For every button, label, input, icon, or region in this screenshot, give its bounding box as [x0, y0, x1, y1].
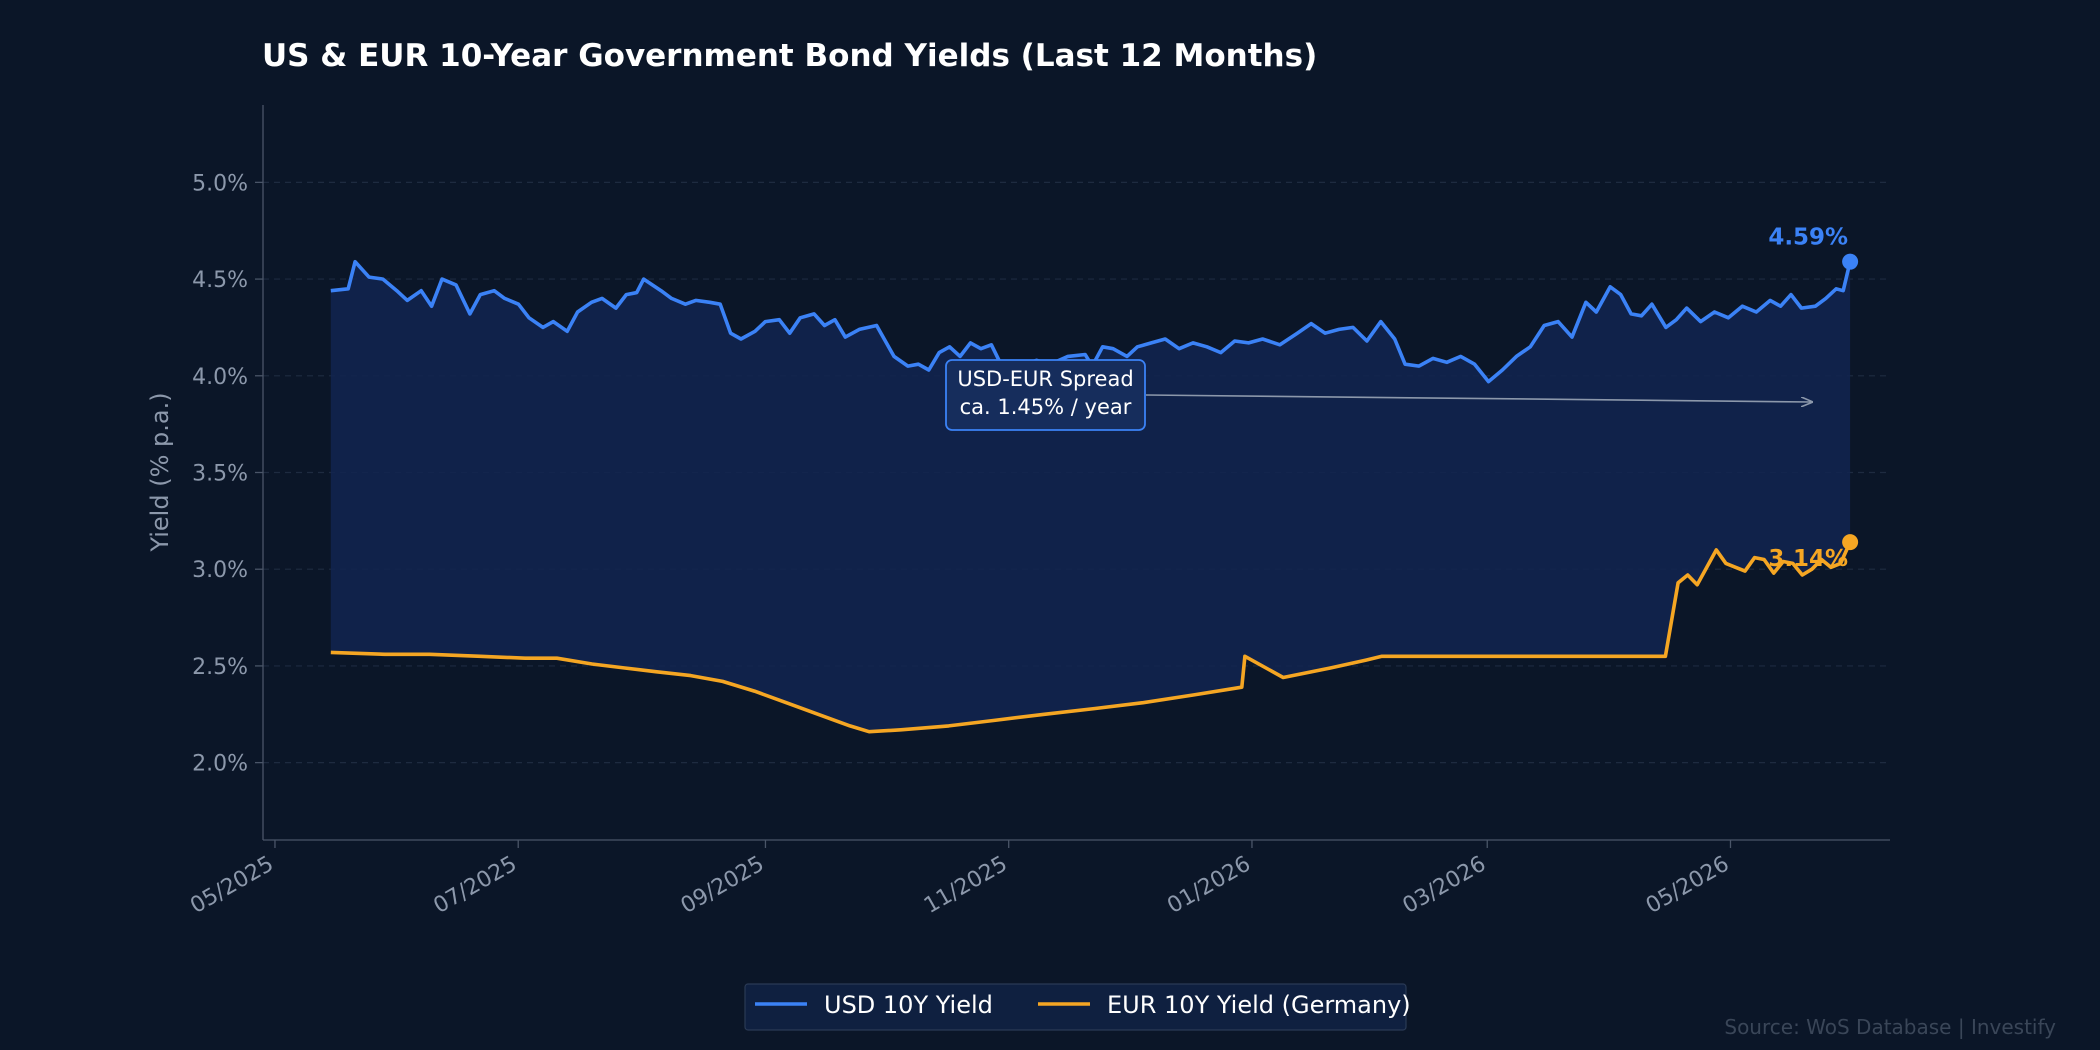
series-line-eur [330, 541, 1852, 734]
x-tick-label: 05/2025 [186, 852, 278, 919]
x-tick-label: 11/2025 [920, 852, 1012, 919]
y-tick-label: 5.0% [192, 171, 248, 196]
annotation-box [945, 359, 1146, 431]
y-tick-label: 4.0% [192, 365, 248, 390]
y-tick-label: 3.0% [192, 558, 248, 583]
legend: USD 10Y Yield EUR 10Y Yield (Germany) [744, 983, 1411, 1031]
annotation-line-2: ca. 1.45% / year [960, 395, 1132, 419]
source-note: Source: WoS Database | Investify [1724, 1015, 2056, 1039]
x-tick-labels: 05/2025 07/2025 09/2025 11/2025 01/2026 03/20… [186, 840, 1733, 919]
legend-label-usd: USD 10Y Yield [824, 991, 993, 1019]
legend-label-eur: EUR 10Y Yield (Germany) [1107, 991, 1411, 1019]
annotation-arrow [1145, 394, 1812, 402]
chart-title: US & EUR 10-Year Government Bond Yields … [262, 38, 1317, 74]
y-tick-label: 2.5% [192, 655, 248, 680]
spread-annotation: USD-EUR Spread ca. 1.45% / year [945, 359, 1812, 431]
annotation-line-1: USD-EUR Spread [957, 367, 1133, 391]
x-tick-label: 03/2026 [1399, 852, 1491, 919]
spread-area [330, 261, 1851, 732]
y-tick-label: 2.0% [192, 752, 248, 777]
x-tick-label: 01/2026 [1163, 852, 1255, 919]
series-line-usd [330, 259, 1852, 384]
y-tick-label: 4.5% [192, 268, 248, 293]
x-tick-label: 05/2026 [1642, 852, 1734, 919]
x-tick-label: 07/2025 [430, 852, 522, 919]
y-axis-label: Yield (% p.a.) [146, 392, 174, 552]
y-tick-label: 3.5% [192, 462, 248, 487]
end-label-eur: 3.14% [1768, 546, 1848, 572]
legend-box [744, 983, 1407, 1031]
end-label-usd: 4.59% [1768, 225, 1848, 251]
x-tick-label: 09/2025 [677, 852, 769, 919]
y-tick-labels: 2.0% 2.5% 3.0% 3.5% 4.0% 4.5% 5.0% [192, 171, 263, 777]
end-point-eur [1842, 534, 1859, 551]
end-point-usd [1842, 253, 1859, 270]
